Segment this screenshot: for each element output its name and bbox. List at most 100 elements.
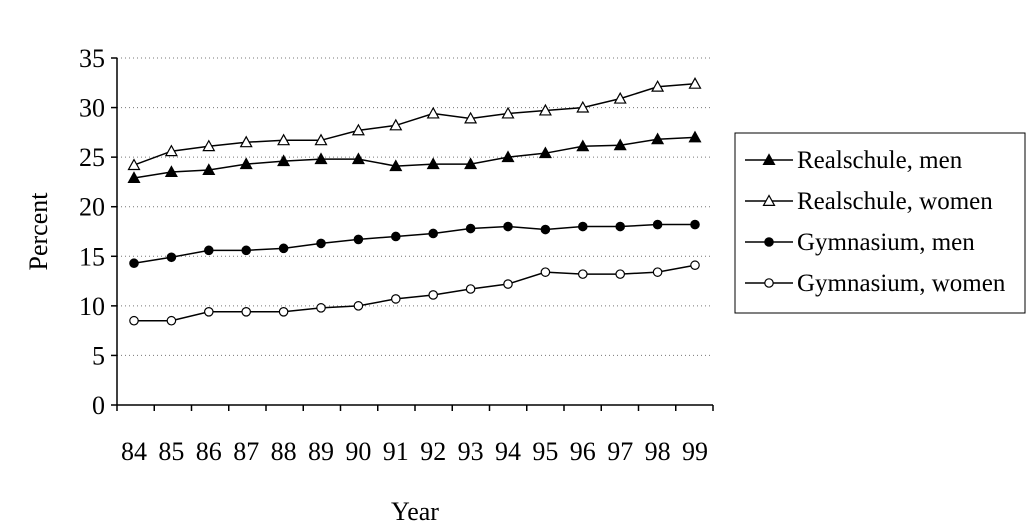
- x-tick-label: 89: [308, 437, 334, 466]
- x-tick-label: 92: [420, 437, 446, 466]
- legend-label: Gymnasium, men: [797, 229, 975, 256]
- data-point: [129, 315, 139, 326]
- data-point: [164, 165, 178, 178]
- data-point: [239, 157, 253, 170]
- data-point: [239, 135, 253, 148]
- data-point: [688, 130, 702, 143]
- x-tick-label: 94: [495, 437, 521, 466]
- y-tick-label: 15: [79, 242, 105, 271]
- x-tick-label: 96: [570, 437, 596, 466]
- data-point: [241, 245, 251, 256]
- data-point: [277, 133, 291, 146]
- y-tick-label: 30: [79, 94, 105, 123]
- x-tick-label: 84: [121, 437, 147, 466]
- x-ticks: 84 85 86 87 88 89 90 91 92 93 94 95 96 97 98 99: [116, 405, 714, 466]
- data-point: [390, 231, 401, 242]
- x-tick-label: 87: [233, 437, 259, 466]
- y-tick-label: 0: [92, 391, 105, 420]
- series-group: [129, 219, 700, 269]
- y-tick-label: 5: [92, 341, 105, 370]
- axes: [116, 58, 713, 406]
- data-point: [316, 303, 326, 313]
- data-point: [464, 157, 478, 170]
- legend-label: Gymnasium, women: [797, 270, 1006, 297]
- data-point: [314, 133, 328, 146]
- legend-swatch-marker: [764, 237, 774, 247]
- data-point: [576, 100, 590, 113]
- data-point: [166, 252, 177, 263]
- data-point: [538, 146, 552, 159]
- series-line: [133, 136, 696, 179]
- data-point: [389, 159, 403, 172]
- data-point: [127, 158, 141, 171]
- data-point: [501, 150, 515, 163]
- data-point: [503, 279, 513, 289]
- series-line: [133, 83, 696, 166]
- x-tick-label: 88: [271, 437, 297, 466]
- data-point: [351, 123, 365, 136]
- data-point: [314, 152, 328, 165]
- series: [127, 77, 702, 326]
- x-tick-label: 98: [645, 437, 671, 466]
- data-point: [316, 238, 326, 249]
- legend: Realschule, men Realschule, women Gymnasiu…: [734, 132, 1026, 314]
- x-tick-label: 85: [158, 437, 184, 466]
- series-line: [134, 264, 696, 322]
- data-point: [465, 223, 476, 234]
- x-tick-label: 93: [458, 437, 484, 466]
- series-group: [127, 77, 702, 171]
- data-point: [241, 307, 251, 317]
- data-point: [127, 171, 141, 183]
- series-line: [133, 223, 695, 264]
- data-point: [651, 132, 665, 145]
- data-point: [540, 267, 551, 277]
- y-tick-label: 10: [79, 292, 105, 321]
- legend-swatch-marker: [762, 194, 776, 206]
- data-point: [390, 294, 401, 304]
- data-point: [503, 221, 513, 232]
- data-point: [651, 80, 665, 92]
- x-tick-label: 97: [607, 437, 633, 466]
- data-point: [278, 307, 289, 317]
- data-point: [351, 152, 365, 165]
- data-point: [690, 260, 700, 271]
- data-point: [615, 269, 625, 279]
- data-point: [428, 290, 438, 300]
- legend-label: Realschule, men: [797, 147, 963, 174]
- data-point: [129, 258, 139, 269]
- data-point: [464, 111, 478, 124]
- data-point: [353, 301, 364, 311]
- data-point: [465, 284, 476, 294]
- legend-swatch-marker: [764, 278, 774, 288]
- data-point: [164, 144, 178, 157]
- data-point: [615, 221, 625, 232]
- data-point: [166, 315, 177, 326]
- data-point: [428, 228, 438, 239]
- data-point: [277, 154, 291, 167]
- x-axis-title: Year: [391, 497, 439, 526]
- x-tick-label: 90: [345, 437, 371, 466]
- data-point: [501, 106, 515, 119]
- y-ticks: 0 5 10 15 20 25 30 35: [79, 44, 117, 420]
- x-tick-label: 95: [532, 437, 558, 466]
- x-tick-label: 99: [682, 437, 708, 466]
- data-point: [204, 245, 214, 256]
- series-group: [127, 130, 702, 183]
- legend-label: Realschule, women: [797, 188, 993, 215]
- y-axis-title: Percent: [24, 192, 53, 271]
- legend-item: Gymnasium, men: [745, 229, 975, 256]
- x-tick-label: 91: [383, 437, 409, 466]
- data-point: [690, 219, 700, 230]
- data-point: [577, 221, 588, 232]
- y-tick-label: 35: [79, 44, 105, 73]
- data-point: [540, 224, 551, 235]
- data-point: [278, 243, 289, 254]
- data-point: [202, 139, 216, 152]
- data-point: [613, 138, 627, 151]
- legend-item: Realschule, women: [745, 188, 993, 215]
- y-tick-label: 25: [79, 143, 105, 172]
- data-point: [202, 163, 216, 176]
- y-tick-label: 20: [79, 193, 105, 222]
- gridlines: [117, 57, 713, 356]
